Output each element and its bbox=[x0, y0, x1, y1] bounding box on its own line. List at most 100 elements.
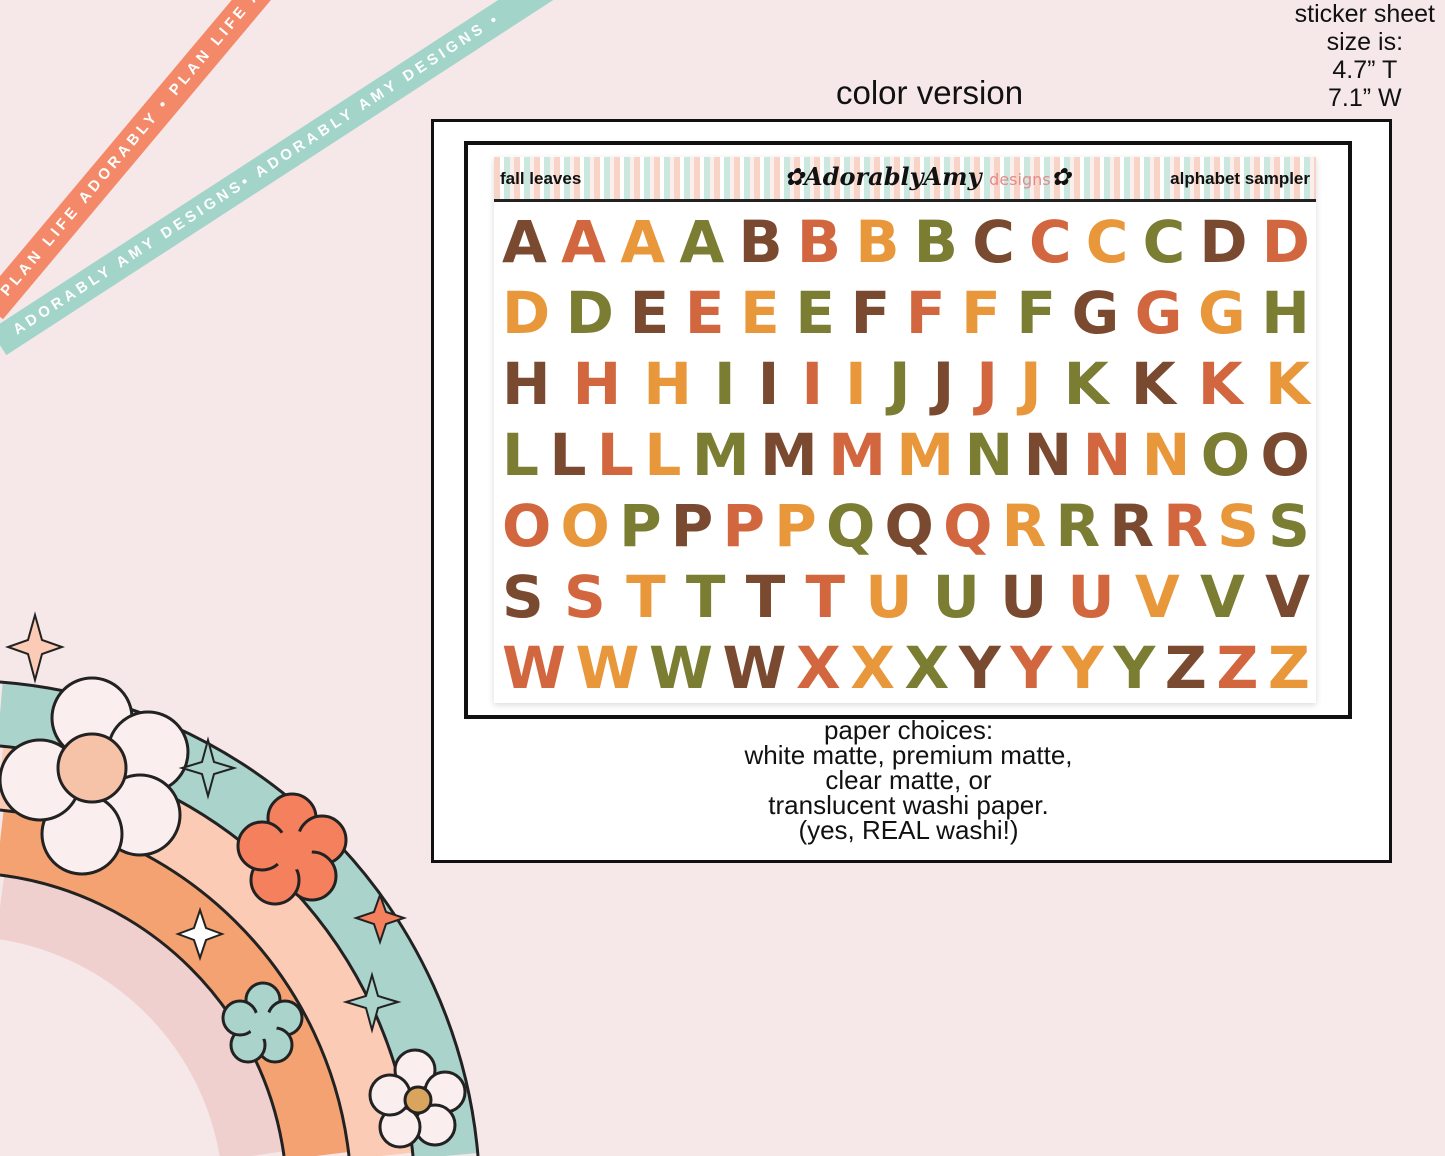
letter-sticker: A bbox=[620, 207, 666, 276]
letter-sticker: P bbox=[670, 491, 714, 560]
letter-sticker: V bbox=[1265, 562, 1310, 631]
letter-sticker: U bbox=[865, 562, 913, 631]
letter-sticker: F bbox=[1016, 278, 1056, 347]
letter-sticker: E bbox=[740, 278, 780, 347]
letter-sticker: D bbox=[1199, 207, 1248, 276]
rainbow-outline bbox=[0, 873, 286, 1156]
letter-sticker: U bbox=[932, 562, 980, 631]
letter-sticker: N bbox=[1141, 420, 1191, 489]
size-line: 7.1” W bbox=[1328, 84, 1402, 112]
letter-sticker: W bbox=[722, 633, 787, 702]
letter-sticker: Y bbox=[1010, 633, 1053, 702]
letter-sticker: F bbox=[850, 278, 891, 347]
letter-sticker: U bbox=[1000, 562, 1048, 631]
smiley-flower-icon bbox=[0, 676, 190, 876]
letter-sticker: B bbox=[796, 207, 842, 276]
letter-sticker: W bbox=[649, 633, 713, 702]
sheet-left-label: fall leaves bbox=[500, 169, 582, 188]
letter-sticker: S bbox=[502, 562, 544, 631]
letter-sticker: T bbox=[805, 562, 846, 631]
letter-sticker: K bbox=[1197, 349, 1243, 418]
letter-sticker: X bbox=[904, 633, 950, 702]
page-title: color version bbox=[836, 74, 1024, 111]
letter-sticker: G bbox=[1134, 278, 1183, 347]
letter-sticker: I bbox=[714, 349, 736, 418]
letter-sticker: G bbox=[1198, 278, 1246, 347]
letter-sticker: E bbox=[795, 278, 835, 347]
letter-sticker: A bbox=[561, 207, 606, 276]
size-line: sticker sheet bbox=[1294, 0, 1435, 28]
letter-sticker: C bbox=[1085, 207, 1129, 276]
letter-sticker: Y bbox=[1061, 633, 1104, 702]
letter-sticker: O bbox=[560, 491, 610, 560]
letter-sticker: K bbox=[1265, 349, 1310, 418]
letter-sticker: A bbox=[679, 207, 725, 276]
letter-sticker: E bbox=[629, 278, 670, 347]
letter-sticker: O bbox=[1260, 420, 1310, 489]
letter-sticker: F bbox=[961, 278, 1001, 347]
letter-sticker: Z bbox=[1267, 633, 1310, 702]
letter-sticker: Q bbox=[884, 491, 934, 560]
letter-sticker: R bbox=[1001, 491, 1047, 560]
letter-sticker: J bbox=[932, 349, 955, 418]
paper-line: translucent washi paper. bbox=[768, 790, 1049, 820]
letter-sticker: T bbox=[626, 562, 666, 631]
letter-sticker: Z bbox=[1164, 633, 1207, 702]
size-note: sticker sheet size is: 4.7” T 7.1” W bbox=[1295, 0, 1435, 112]
coral-flower-icon bbox=[236, 792, 348, 906]
letter-sticker: S bbox=[1217, 491, 1259, 560]
letter-sticker: A bbox=[502, 207, 547, 276]
letter-sticker: J bbox=[888, 349, 911, 418]
letter-sticker: W bbox=[575, 633, 640, 702]
rainbow-band-pink bbox=[0, 875, 284, 1156]
letter-sticker: D bbox=[502, 278, 551, 347]
letter-sticker: I bbox=[845, 349, 867, 418]
letter-sticker: V bbox=[1199, 562, 1245, 631]
letter-sticker: J bbox=[1020, 349, 1042, 418]
letter-sticker: V bbox=[1134, 562, 1180, 631]
white-flower-icon bbox=[368, 1048, 467, 1149]
sheet-header: fall leaves ✿AdorablyAmy designs✿ alphab… bbox=[494, 157, 1316, 202]
letter-sticker: B bbox=[855, 207, 900, 276]
teal-flower-icon bbox=[221, 981, 304, 1064]
letter-sticker: D bbox=[1261, 207, 1310, 276]
letter-sticker: H bbox=[502, 349, 551, 418]
brand-logo: ✿AdorablyAmy designs✿ bbox=[784, 162, 1071, 191]
letter-sticker: L bbox=[644, 420, 682, 489]
letter-sticker: U bbox=[1067, 562, 1115, 631]
letter-sticker: T bbox=[685, 562, 726, 631]
letter-sticker: C bbox=[1142, 207, 1186, 276]
letter-sticker: I bbox=[801, 349, 824, 418]
letter-sticker: R bbox=[1109, 491, 1155, 560]
paper-line: white matte, premium matte, bbox=[744, 740, 1073, 770]
size-line: 4.7” T bbox=[1332, 56, 1398, 84]
letter-sticker: E bbox=[684, 278, 725, 347]
letter-sticker: R bbox=[1055, 491, 1101, 560]
letter-sticker: N bbox=[1082, 420, 1132, 489]
letter-sticker: B bbox=[913, 207, 958, 276]
sparkle-icon bbox=[4, 611, 408, 1034]
paper-line: paper choices: bbox=[823, 715, 994, 745]
letter-sticker: X bbox=[796, 633, 841, 702]
letter-sticker: Z bbox=[1216, 633, 1259, 702]
letter-sticker: J bbox=[976, 349, 998, 418]
letter-sticker: P bbox=[774, 491, 817, 560]
letter-sticker: C bbox=[1028, 207, 1072, 276]
letter-sticker: W bbox=[502, 633, 566, 702]
letter-sticker: L bbox=[502, 420, 539, 489]
letter-sticker: T bbox=[745, 562, 786, 631]
letter-sticker: F bbox=[905, 278, 946, 347]
letter-sticker: P bbox=[722, 491, 766, 560]
letter-sticker: P bbox=[619, 491, 662, 560]
letter-sticker: O bbox=[1200, 420, 1251, 489]
letter-sticker: M bbox=[828, 420, 886, 489]
sheet-right-label: alphabet sampler bbox=[1170, 169, 1310, 188]
